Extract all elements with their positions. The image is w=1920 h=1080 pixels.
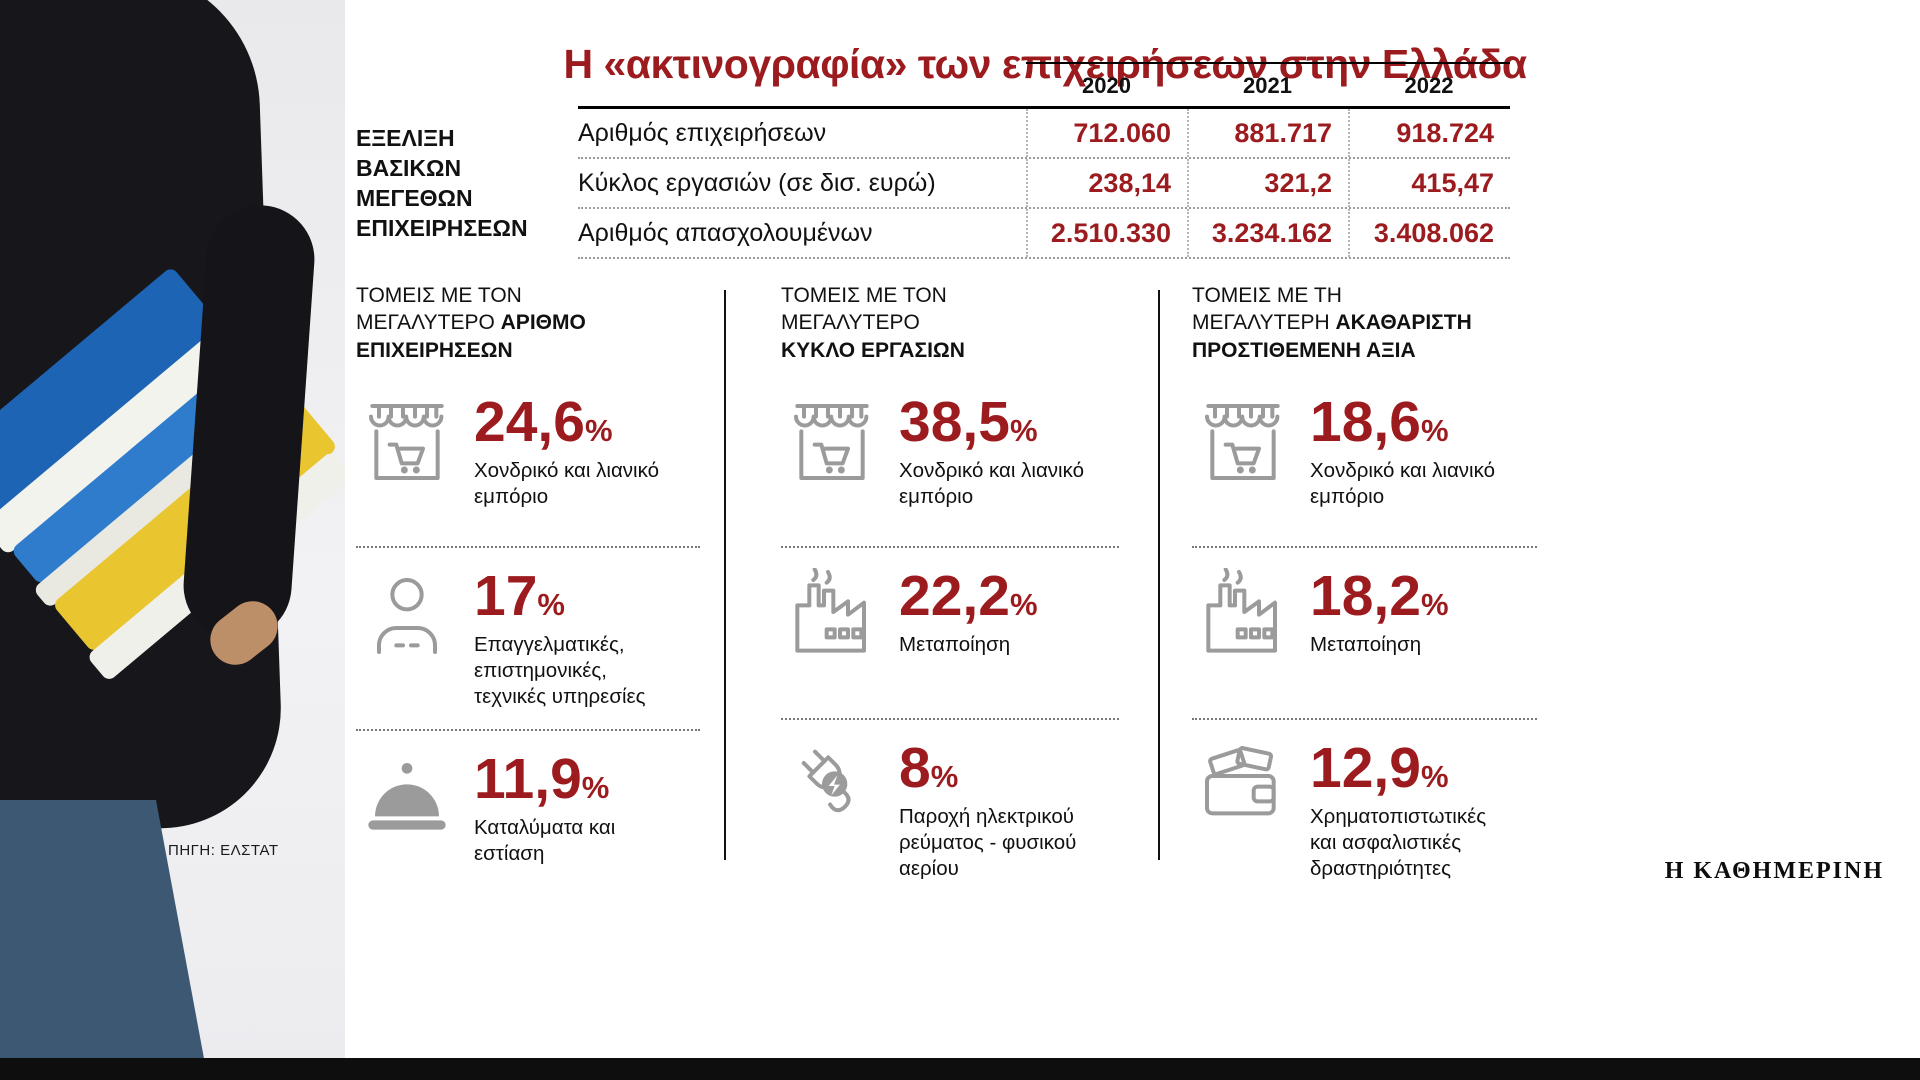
row-value: 415,47 [1348,159,1510,207]
sector-item: 38,5% Χονδρικό και λιανικό εμπόριο [781,374,1119,546]
table-caption-line: ΜΕΓΕΘΩΝ [356,184,473,211]
row-value: 238,14 [1026,159,1187,207]
sector-value: 17% [474,564,565,628]
sector-body: 8% Παροχή ηλεκτρικού ρεύματος - φυσικού … [899,740,1119,883]
person-icon [356,568,458,664]
shop-icon [781,394,883,490]
sector-item: 8% Παροχή ηλεκτρικού ρεύματος - φυσικού … [781,718,1119,901]
column-divider [724,290,726,860]
sector-item: 22,2% Μεταποίηση [781,546,1119,718]
sector-body: 38,5% Χονδρικό και λιανικό εμπόριο [899,394,1119,510]
sector-label: Μεταποίηση [1310,633,1422,656]
sector-value: 18,2% [1310,564,1449,628]
row-value: 2.510.330 [1026,209,1187,257]
heading-bold: ΑΡΙΘΜΟ ΕΠΙΧΕΙΡΗΣΕΩΝ [356,311,586,362]
section-heading: ΤΟΜΕΙΣ ΜΕ ΤΟΝ ΜΕΓΑΛΥΤΕΡΟ ΑΡΙΘΜΟ ΕΠΙΧΕΙΡΗ… [356,282,700,364]
factory-icon [781,568,883,664]
sector-value: 8% [899,736,959,800]
sector-value: 12,9% [1310,736,1449,800]
heading-plain: ΤΟΜΕΙΣ ΜΕ ΤΟΝ ΜΕΓΑΛΥΤΕΡΟ [781,284,947,335]
row-label: Κύκλος εργασιών (σε δισ. ευρώ) [578,168,936,197]
photo-person-with-binders [0,0,345,1080]
table-header-spacer [578,62,1026,106]
row-value: 881.717 [1187,109,1348,157]
bottom-bar [0,1058,1920,1080]
table-row: Κύκλος εργασιών (σε δισ. ευρώ) 238,14 32… [578,159,1510,209]
sector-body: 11,9% Καταλύματα και εστίαση [474,746,700,867]
row-value: 3.408.062 [1348,209,1510,257]
sector-value: 18,6% [1310,390,1449,454]
sector-label: Χονδρικό και λιανικό εμπόριο [474,459,660,509]
publisher-logo: Η ΚΑΘΗΜΕΡΙΝΗ [1664,858,1884,884]
heading-plain: ΤΟΜΕΙΣ ΜΕ ΤΟΝ ΜΕΓΑΛΥΤΕΡΟ [356,284,522,335]
row-value: 3.234.162 [1187,209,1348,257]
factory-icon [1192,568,1294,664]
sector-item: 12,9% Χρηματοπιστωτικές και ασφαλιστικές… [1192,718,1537,901]
sector-label: Καταλύματα και εστίαση [474,815,616,865]
plug-icon [781,740,883,836]
sector-value: 11,9% [474,746,610,811]
sector-item: 17% Επαγγελματικές, επιστημονικές, τεχνι… [356,546,700,729]
wallet-icon [1192,740,1294,836]
year-header: 2022 [1348,62,1510,106]
row-value: 712.060 [1026,109,1187,157]
sector-item: 18,2% Μεταποίηση [1192,546,1537,718]
row-value: 321,2 [1187,159,1348,207]
sector-label: Χρηματοπιστωτικές και ασφαλιστικές δραστ… [1310,805,1487,881]
sector-label: Χονδρικό και λιανικό εμπόριο [899,459,1085,509]
sector-item: 18,6% Χονδρικό και λιανικό εμπόριο [1192,374,1537,546]
sector-body: 17% Επαγγελματικές, επιστημονικές, τεχνι… [474,568,700,711]
column-divider [1158,290,1160,860]
section-turnover: ΤΟΜΕΙΣ ΜΕ ΤΟΝ ΜΕΓΑΛΥΤΕΡΟ ΚΥΚΛΟ ΕΡΓΑΣΙΩΝ … [781,282,1119,901]
section-heading: ΤΟΜΕΙΣ ΜΕ ΤΗ ΜΕΓΑΛΥΤΕΡΗ ΑΚΑΘΑΡΙΣΤΗ ΠΡΟΣΤ… [1192,282,1537,364]
shop-icon [356,394,458,490]
table-caption: ΕΞΕΛΙΞΗ ΒΑΣΙΚΩΝ ΜΕΓΕΘΩΝ ΕΠΙΧΕΙΡΗΣΕΩΝ [356,124,528,244]
sector-body: 22,2% Μεταποίηση [899,568,1119,658]
sector-body: 18,6% Χονδρικό και λιανικό εμπόριο [1310,394,1537,510]
row-label: Αριθμός επιχειρήσεων [578,118,827,147]
sector-value: 22,2% [899,564,1038,628]
shop-icon [1192,394,1294,490]
table-caption-line: ΕΠΙΧΕΙΡΗΣΕΩΝ [356,214,528,241]
page-title: Η «ακτινογραφία» των επιχειρήσεων στην Ε… [563,41,1527,88]
source-note: ΠΗΓΗ: ΕΛΣΤΑΤ [168,842,279,859]
heading-bold: ΚΥΚΛΟ ΕΡΓΑΣΙΩΝ [781,338,965,362]
sector-body: 24,6% Χονδρικό και λιανικό εμπόριο [474,394,700,510]
sector-item: 11,9% Καταλύματα και εστίαση [356,728,700,901]
heading-plain: ΤΟΜΕΙΣ ΜΕ ΤΗ ΜΕΓΑΛΥΤΕΡΗ [1192,284,1342,335]
section-number-of-businesses: ΤΟΜΕΙΣ ΜΕ ΤΟΝ ΜΕΓΑΛΥΤΕΡΟ ΑΡΙΘΜΟ ΕΠΙΧΕΙΡΗ… [356,282,700,901]
table-caption-line: ΒΑΣΙΚΩΝ [356,154,462,181]
table-row: Αριθμός επιχειρήσεων 712.060 881.717 918… [578,109,1510,159]
row-value: 918.724 [1348,109,1510,157]
sector-body: 18,2% Μεταποίηση [1310,568,1537,658]
sector-value: 38,5% [899,390,1038,454]
table-caption-line: ΕΞΕΛΙΞΗ [356,125,455,151]
year-header: 2020 [1026,62,1187,106]
section-gross-value-added: ΤΟΜΕΙΣ ΜΕ ΤΗ ΜΕΓΑΛΥΤΕΡΗ ΑΚΑΘΑΡΙΣΤΗ ΠΡΟΣΤ… [1192,282,1537,901]
cloche-icon [356,751,458,847]
heading-bold: ΑΚΑΘΑΡΙΣΤΗ ΠΡΟΣΤΙΘΕΜΕΝΗ ΑΞΙΑ [1192,311,1472,362]
sector-body: 12,9% Χρηματοπιστωτικές και ασφαλιστικές… [1310,740,1537,883]
section-heading: ΤΟΜΕΙΣ ΜΕ ΤΟΝ ΜΕΓΑΛΥΤΕΡΟ ΚΥΚΛΟ ΕΡΓΑΣΙΩΝ [781,282,1119,364]
sector-label: Παροχή ηλεκτρικού ρεύματος - φυσικού αερ… [899,805,1077,881]
sector-label: Επαγγελματικές, επιστημονικές, τεχνικές … [474,633,646,709]
table-row: Αριθμός απασχολουμένων 2.510.330 3.234.1… [578,209,1510,259]
table-header-row: 2020 2021 2022 [578,62,1510,109]
row-label: Αριθμός απασχολουμένων [578,218,873,247]
sector-label: Μεταποίηση [899,633,1011,656]
sector-item: 24,6% Χονδρικό και λιανικό εμπόριο [356,374,700,546]
sector-label: Χονδρικό και λιανικό εμπόριο [1310,459,1496,509]
year-header: 2021 [1187,62,1348,106]
key-figures-table: 2020 2021 2022 Αριθμός επιχειρήσεων 712.… [578,62,1510,259]
sector-value: 24,6% [474,390,613,454]
